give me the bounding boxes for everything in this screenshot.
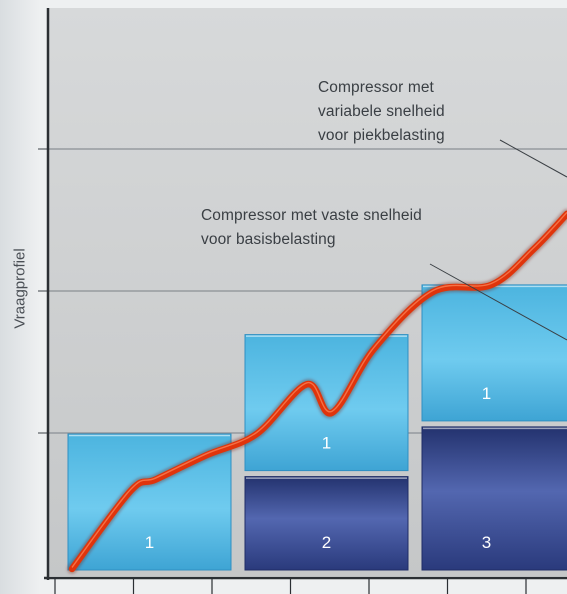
leader-fixed <box>429 263 567 341</box>
annotation-variable-line-3: voor piekbelasting <box>318 127 445 144</box>
demand-curve-group <box>67 209 567 574</box>
annotation-leaders <box>429 139 567 341</box>
axes <box>44 8 567 594</box>
bar-segment-label: 1 <box>322 434 331 453</box>
bar-segment-label: 1 <box>482 384 491 403</box>
bar-segment-fixed <box>421 426 567 571</box>
bar-segment-variable <box>421 284 567 422</box>
bar-segment-fixed <box>244 476 409 571</box>
y-axis-label-text: Vraagprofiel <box>11 247 29 329</box>
annotation-fixed-speed: Compressor met vaste snelheid voor basis… <box>201 204 422 252</box>
annotation-variable-speed: Compressor met variabele snelheid voor p… <box>318 76 445 148</box>
bar-segment-label: 2 <box>322 533 331 552</box>
bar-segment-label: 1 <box>145 533 154 552</box>
bar-segment-label: 3 <box>482 533 491 552</box>
annotation-fixed-line-2: voor basisbelasting <box>201 231 336 248</box>
bar-segment-variable <box>244 334 409 472</box>
annotation-variable-line-2: variabele snelheid <box>318 103 445 120</box>
demand-curve-highlight <box>71 211 567 568</box>
y-axis-label: Vraagprofiel <box>3 248 37 328</box>
annotation-fixed-line-1: Compressor met vaste snelheid <box>201 207 422 224</box>
leader-variable <box>499 139 567 178</box>
annotation-variable-line-1: Compressor met <box>318 79 434 96</box>
